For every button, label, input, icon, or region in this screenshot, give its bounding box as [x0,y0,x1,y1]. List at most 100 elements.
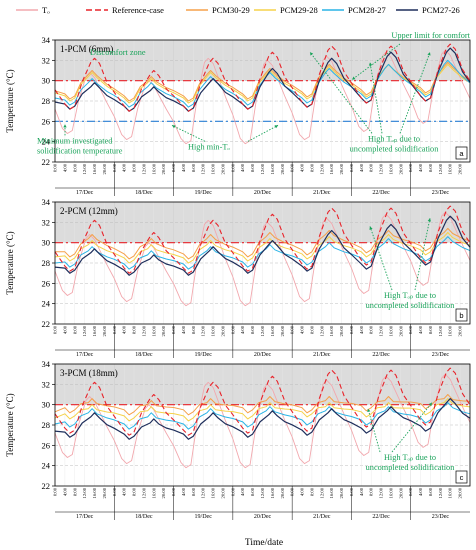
x-tick-label: 12:00 [260,163,265,174]
x-tick-label: 12:00 [141,163,146,174]
x-tick-label: 12:00 [201,163,206,174]
annotation-arrow [351,43,401,81]
x-day-label: 18/Dec [135,352,153,358]
annotation-arrow [171,124,206,142]
x-tick-label: 20:00 [221,163,226,174]
x-tick-label: 20:00 [161,487,166,498]
x-tick-label: 16:00 [448,163,453,174]
x-tick-label: 12:00 [319,487,324,498]
annotation-arrow [399,52,431,134]
x-tick-label: 8:00 [132,163,137,172]
x-tick-label: 20:00 [102,163,107,174]
x-tick-label: 4:00 [181,325,186,334]
series-line-reference-case [54,367,471,436]
x-day-label: 22/Dec [372,352,390,358]
panel-title: 1-PCM (6mm) [60,44,113,54]
x-tick-label: 20:00 [161,325,166,336]
x-tick-label: 12:00 [379,325,384,336]
annotation-text: uncompleted solidification [366,463,456,472]
y-tick-label: 28 [42,258,51,268]
x-tick-label: 20:00 [280,325,285,336]
x-day-label: 21/Dec [313,352,331,358]
x-tick-label: 12:00 [82,325,87,336]
y-tick-label: 28 [42,420,51,430]
y-tick-label: 24 [42,299,51,309]
annotation-arrowhead [172,125,176,129]
annotation-arrow [414,218,431,291]
annotation-text: High Tₒₚ due to [384,291,436,300]
legend-label: PCM30-29 [212,5,250,15]
x-tick-label: 16:00 [270,163,275,174]
legend-label: PCM28-27 [348,5,386,15]
x-day-label: 18/Dec [135,514,153,520]
x-tick-label: 16:00 [448,325,453,336]
legend-item: PCM27-26 [396,5,460,15]
x-tick-label: 20:00 [102,325,107,336]
x-day-label: 17/Dec [76,352,94,358]
x-day-label: 19/Dec [195,352,213,358]
x-day-label: 20/Dec [254,190,272,196]
x-tick-label: 8:00 [132,487,137,496]
x-day-label: 22/Dec [372,190,390,196]
y-axis-label: Temperature (°C) [5,231,15,294]
x-tick-label: 8:00 [250,163,255,172]
x-tick-label: 20:00 [280,163,285,174]
x-tick-label: 16:00 [329,163,334,174]
annotation-arrowhead [352,76,356,80]
legend-label: Reference-case [112,5,164,15]
x-tick-label: 16:00 [389,487,394,498]
x-tick-label: 12:00 [319,163,324,174]
x-tick-label: 16:00 [270,487,275,498]
y-axis-label: Temperature (°C) [5,393,15,456]
x-tick-label: 8:00 [309,487,314,496]
annotation-arrow [369,226,393,291]
x-tick-label: 8:00 [72,487,77,496]
panel-letter-box [455,470,468,484]
x-day-label: 19/Dec [195,514,213,520]
x-tick-label: 8:00 [250,325,255,334]
x-day-label: 17/Dec [76,190,94,196]
x-tick-label: 16:00 [151,163,156,174]
y-tick-label: 30 [42,76,51,86]
annotation-text: High Tₒₚ due to [368,134,420,143]
x-tick-label: 20:00 [221,487,226,498]
x-tick-label: 4:00 [181,163,186,172]
x-tick-label: 16:00 [151,487,156,498]
x-tick-label: 8:00 [132,325,137,334]
x-tick-label: 16:00 [92,487,97,498]
x-tick-label: 20:00 [398,487,403,498]
x-tick-label: 12:00 [141,325,146,336]
x-axis-label: Time/date [245,538,283,548]
x-tick-label: 4:00 [240,325,245,334]
panel-title: 3-PCM (18mm) [60,368,118,378]
annotation-text: uncompleted solidification [350,144,440,153]
x-tick-label: 20:00 [458,325,463,336]
x-day-label: 17/Dec [76,514,94,520]
x-tick-label: 12:00 [141,487,146,498]
series-line-to [54,373,471,469]
panel-letter: a [459,149,464,158]
x-tick-label: 8:00 [309,163,314,172]
x-day-label: 23/Dec [432,190,450,196]
x-tick-label: 16:00 [92,325,97,336]
y-tick-label: 24 [42,461,51,471]
x-day-label: 22/Dec [372,514,390,520]
panel-letter-box [455,146,468,160]
y-tick-label: 22 [42,481,51,491]
x-tick-label: 20:00 [339,325,344,336]
annotation-text: High Tₒₚ due to [384,453,436,462]
x-tick-label: 8:00 [369,487,374,496]
series-line-pcm27-26 [54,215,471,276]
x-day-label: 21/Dec [313,514,331,520]
x-tick-label: 0:00 [53,163,58,172]
x-tick-label: 16:00 [151,325,156,336]
panel-title: 2-PCM (12mm) [60,206,118,216]
annotation-text: uncompleted solidification [366,301,456,310]
x-tick-label: 20:00 [458,487,463,498]
x-tick-label: 20:00 [339,487,344,498]
x-tick-label: 20:00 [398,325,403,336]
annotation-text: Discomfort zone [90,48,146,57]
annotation-arrowhead [367,408,371,413]
x-tick-label: 16:00 [329,325,334,336]
x-tick-label: 12:00 [201,487,206,498]
